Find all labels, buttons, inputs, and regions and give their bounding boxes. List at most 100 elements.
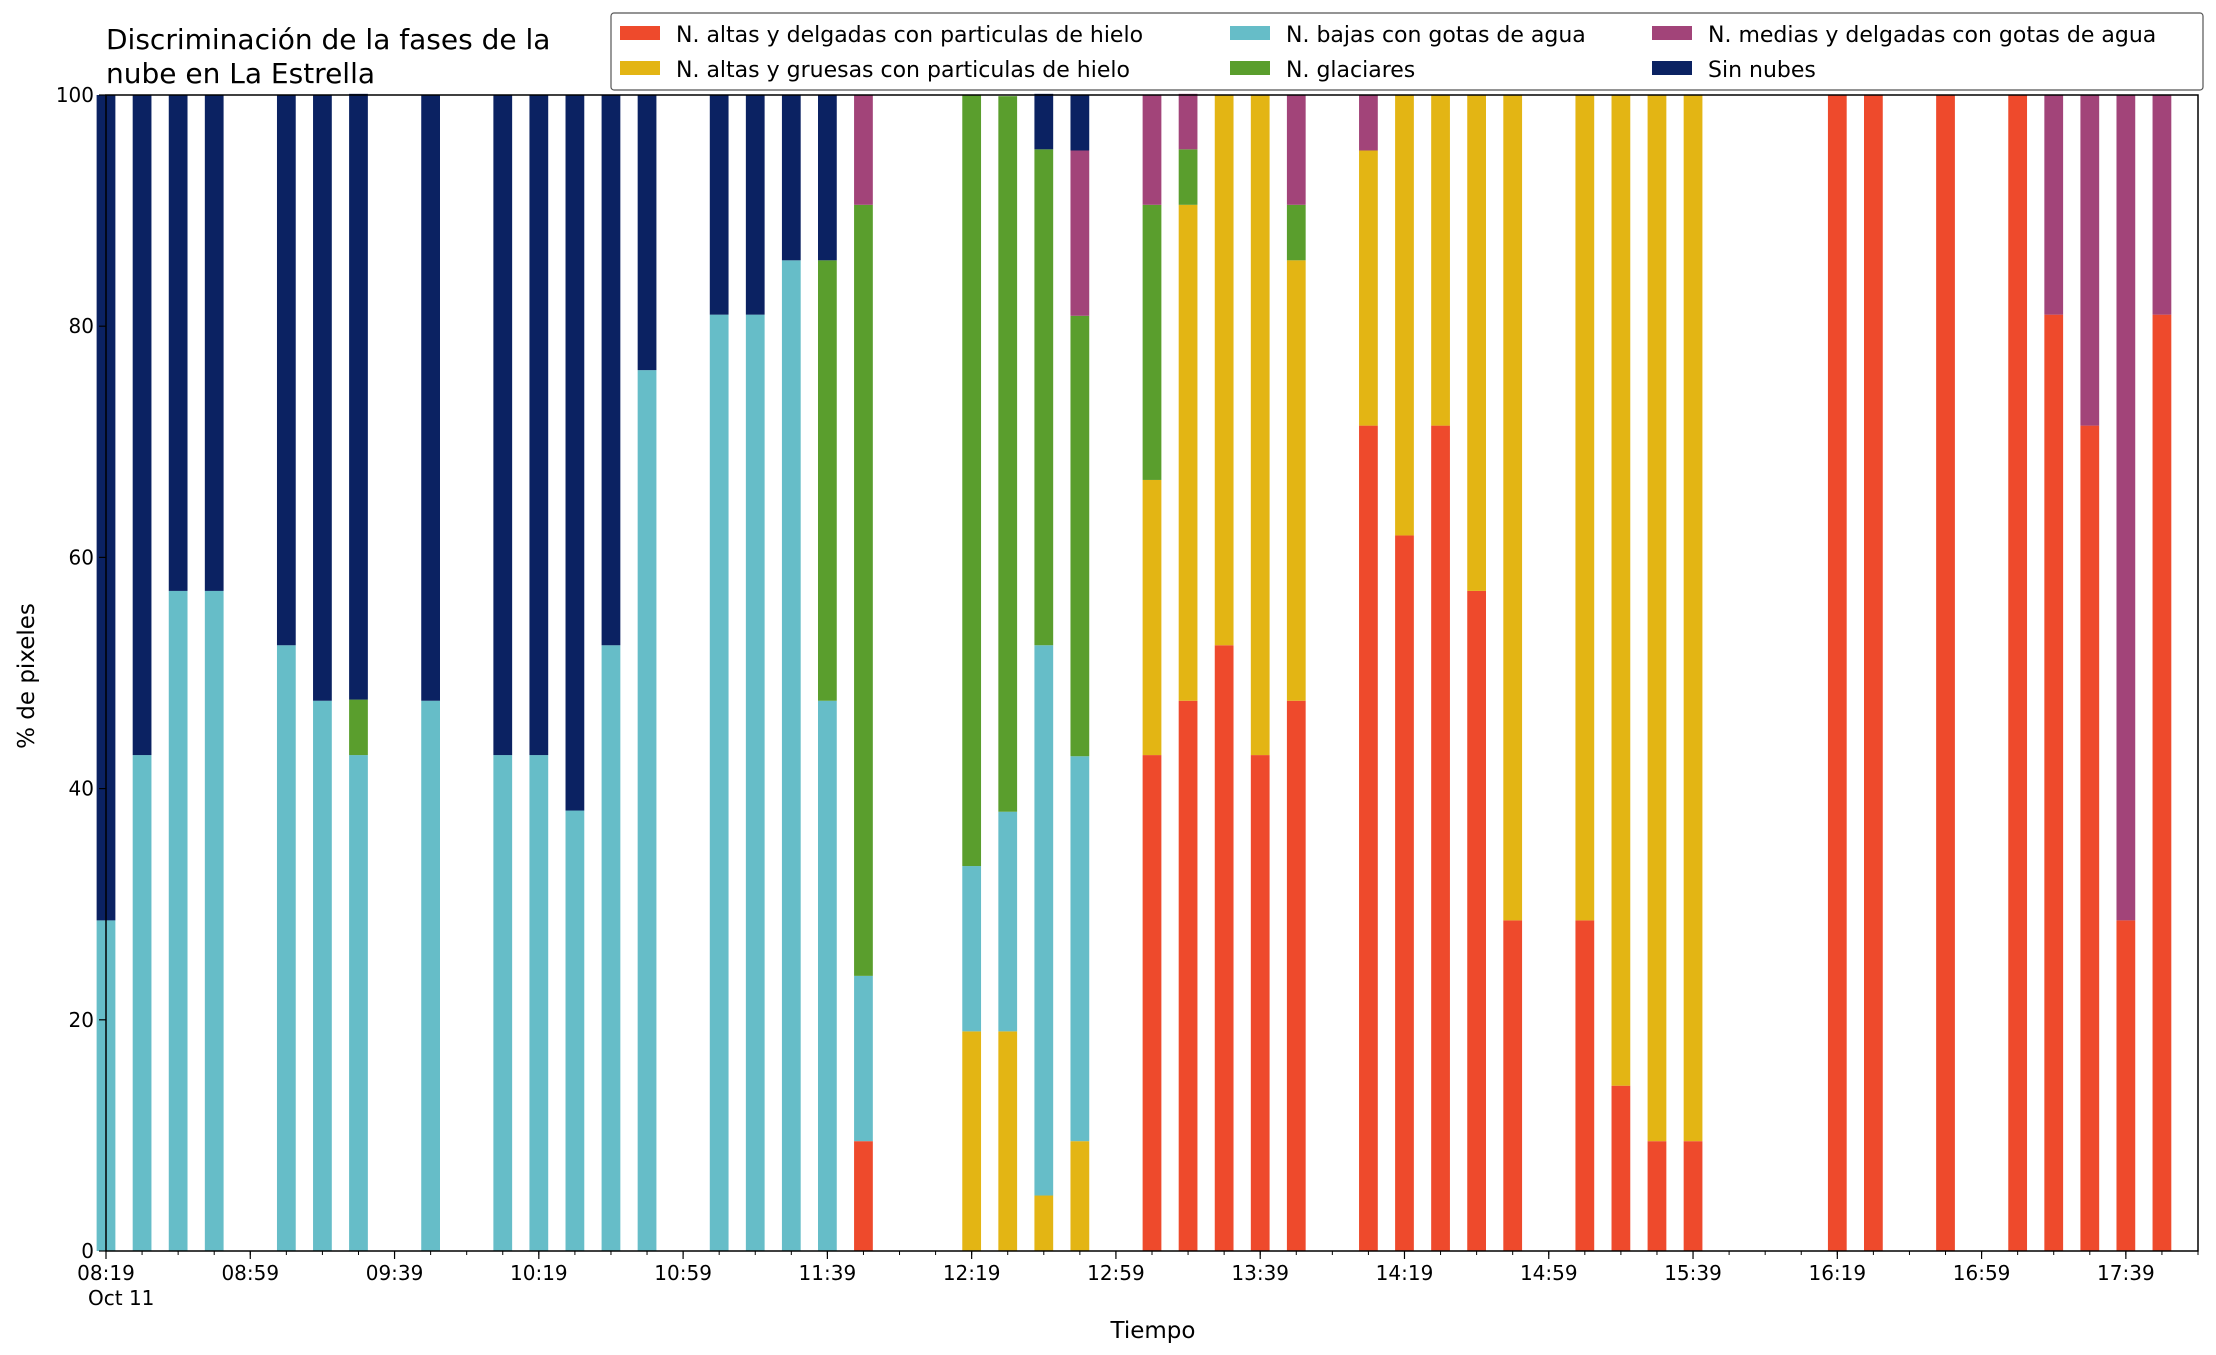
bar-segment-1319-s1 bbox=[1178, 204, 1198, 701]
bar-segment-1709-s0 bbox=[2008, 95, 2028, 1251]
x-tick-label-1219: 12:19 bbox=[943, 1261, 1001, 1285]
x-date-label: Oct 11 bbox=[88, 1286, 154, 1310]
bar-segment-1649-s0 bbox=[1936, 95, 1955, 1251]
bar-segment-0839-s2 bbox=[168, 590, 188, 1251]
bar-segment-1229-s1 bbox=[998, 1031, 1018, 1251]
bar-segment-1729-s4 bbox=[2080, 95, 2100, 426]
bar-segment-1029-s5 bbox=[565, 95, 585, 811]
bar-segment-1339-s0 bbox=[1250, 755, 1270, 1251]
bar-segment-1509-s1 bbox=[1575, 95, 1595, 921]
bar-segment-1319-s3 bbox=[1178, 149, 1198, 205]
bar-segment-1409-s0 bbox=[1359, 425, 1378, 1251]
x-tick-label-1019: 10:19 bbox=[510, 1261, 568, 1285]
y-tick-label-60: 60 bbox=[69, 545, 94, 569]
bar-segment-1019-s2 bbox=[529, 755, 549, 1251]
bar-segment-1219-s3 bbox=[962, 95, 982, 867]
bar-segment-1749-s0 bbox=[2152, 314, 2172, 1251]
bar-segment-1419-s1 bbox=[1395, 95, 1414, 536]
bar-segment-1049-s2 bbox=[637, 370, 657, 1251]
bar-segment-1449-s1 bbox=[1503, 95, 1523, 921]
bar-segment-1749-s4 bbox=[2152, 95, 2172, 315]
bar-segment-1329-s1 bbox=[1214, 95, 1234, 646]
bar-segment-1409-s1 bbox=[1359, 150, 1378, 426]
bar-segment-1119-s2 bbox=[745, 314, 765, 1251]
y-tick-label-100: 100 bbox=[56, 83, 94, 107]
legend-label-5: Sin nubes bbox=[1708, 58, 1816, 83]
legend-label-2: N. bajas con gotas de agua bbox=[1286, 23, 1586, 48]
bar-segment-1249-s2 bbox=[1070, 756, 1090, 1142]
bar-segment-1139-s3 bbox=[818, 260, 837, 701]
bar-segment-1509-s0 bbox=[1575, 920, 1595, 1251]
bar-segment-1539-s0 bbox=[1683, 1141, 1703, 1251]
x-tick-label-1419: 14:19 bbox=[1376, 1261, 1434, 1285]
x-tick-label-0939: 09:39 bbox=[366, 1261, 424, 1285]
x-axis-label: Tiempo bbox=[1110, 1318, 1196, 1344]
bar-segment-1139-s5 bbox=[818, 95, 837, 261]
bar-segment-1529-s0 bbox=[1647, 1141, 1667, 1251]
bar-segment-0829-s5 bbox=[132, 95, 152, 756]
bar-segment-1629-s0 bbox=[1864, 95, 1883, 1251]
bar-segment-1319-s4 bbox=[1178, 93, 1198, 150]
bar-segment-1309-s3 bbox=[1142, 204, 1162, 480]
bar-segment-1139-s2 bbox=[818, 700, 837, 1251]
bar-segment-0929-s5 bbox=[349, 93, 368, 700]
x-tick-label-0819: 08:19 bbox=[77, 1261, 135, 1285]
legend-swatch-4 bbox=[1652, 26, 1692, 40]
bar-segment-1239-s3 bbox=[1034, 149, 1054, 646]
bar-segment-1519-s0 bbox=[1611, 1085, 1631, 1251]
bar-segment-1409-s4 bbox=[1359, 95, 1378, 151]
legend-swatch-5 bbox=[1652, 61, 1692, 75]
y-axis-label: % de pixeles bbox=[14, 603, 40, 749]
legend-swatch-0 bbox=[620, 26, 660, 40]
x-tick-label-1659: 16:59 bbox=[1953, 1261, 2011, 1285]
x-tick-label-1459: 14:59 bbox=[1520, 1261, 1578, 1285]
bar-segment-0929-s2 bbox=[349, 755, 368, 1251]
bar-segment-0849-s2 bbox=[204, 590, 224, 1251]
bar-segment-1029-s2 bbox=[565, 810, 585, 1251]
x-tick-label-1739: 17:39 bbox=[2097, 1261, 2155, 1285]
bar-segment-1439-s0 bbox=[1467, 590, 1486, 1251]
legend: N. altas y delgadas con particulas de hi… bbox=[610, 12, 2204, 91]
bar-segment-1239-s2 bbox=[1034, 645, 1054, 1196]
y-tick-label-80: 80 bbox=[69, 314, 94, 338]
bar-segment-1219-s1 bbox=[962, 1031, 982, 1251]
bar-segment-1449-s0 bbox=[1503, 920, 1523, 1251]
bar-segment-1539-s1 bbox=[1683, 95, 1703, 1142]
bar-segment-1429-s0 bbox=[1431, 425, 1450, 1251]
bar-segment-1519-s1 bbox=[1611, 95, 1631, 1086]
bar-segment-1149-s4 bbox=[854, 95, 873, 205]
bar-segment-0929-s3 bbox=[349, 699, 368, 756]
bar-segment-1219-s2 bbox=[962, 866, 982, 1032]
bar-segment-1349-s4 bbox=[1286, 95, 1306, 205]
bars-layer bbox=[96, 93, 2172, 1251]
bar-segment-1329-s0 bbox=[1214, 645, 1234, 1251]
bar-segment-1149-s3 bbox=[854, 204, 873, 976]
legend-items: N. altas y delgadas con particulas de hi… bbox=[620, 23, 2156, 83]
bar-segment-1039-s5 bbox=[601, 95, 621, 646]
legend-label-1: N. altas y gruesas con particulas de hie… bbox=[676, 58, 1130, 83]
y-tick-label-0: 0 bbox=[81, 1239, 94, 1263]
bar-segment-0919-s2 bbox=[313, 700, 332, 1251]
bar-segment-1349-s3 bbox=[1286, 204, 1306, 261]
bar-segment-1309-s1 bbox=[1142, 479, 1162, 756]
x-tick-label-1059: 10:59 bbox=[654, 1261, 712, 1285]
bar-segment-1229-s3 bbox=[998, 96, 1018, 812]
bar-segment-1309-s4 bbox=[1142, 95, 1162, 205]
x-tick-label-1539: 15:39 bbox=[1664, 1261, 1722, 1285]
bar-segment-1439-s1 bbox=[1467, 95, 1486, 591]
x-tick-label-1259: 12:59 bbox=[1087, 1261, 1145, 1285]
x-tick-label-1139: 11:39 bbox=[799, 1261, 857, 1285]
bar-segment-1149-s2 bbox=[854, 975, 873, 1142]
bar-segment-1249-s1 bbox=[1070, 1141, 1090, 1251]
bar-segment-1619-s0 bbox=[1827, 95, 1847, 1251]
bar-segment-1009-s5 bbox=[493, 95, 513, 756]
legend-swatch-3 bbox=[1230, 61, 1270, 75]
bar-segment-0839-s5 bbox=[168, 95, 188, 591]
bar-segment-1009-s2 bbox=[493, 755, 513, 1251]
bar-segment-1019-s5 bbox=[529, 95, 549, 756]
bar-segment-1039-s2 bbox=[601, 645, 621, 1251]
bar-segment-0909-s5 bbox=[276, 95, 296, 646]
legend-label-0: N. altas y delgadas con particulas de hi… bbox=[676, 23, 1143, 48]
